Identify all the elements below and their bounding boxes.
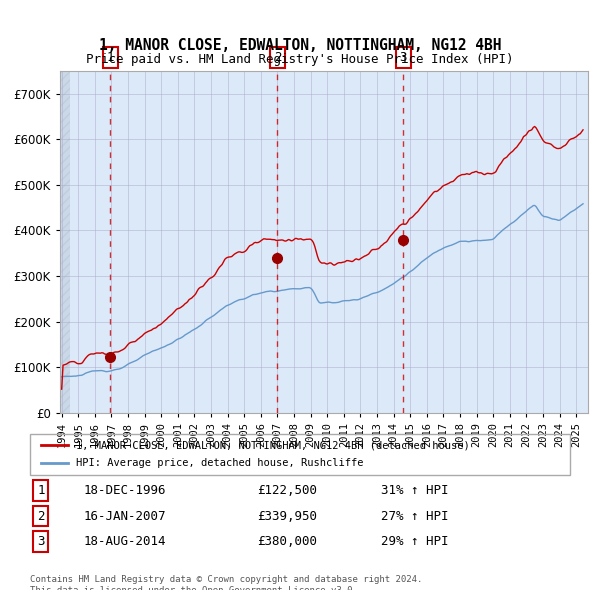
Text: 2: 2: [274, 51, 281, 64]
Bar: [53, 71, 70, 413]
Text: 1: 1: [106, 51, 114, 64]
Text: 18-DEC-1996: 18-DEC-1996: [84, 484, 167, 497]
Text: 18-AUG-2014: 18-AUG-2014: [84, 535, 167, 548]
Text: 1, MANOR CLOSE, EDWALTON, NOTTINGHAM, NG12 4BH: 1, MANOR CLOSE, EDWALTON, NOTTINGHAM, NG…: [99, 38, 501, 53]
Text: Contains HM Land Registry data © Crown copyright and database right 2024.
This d: Contains HM Land Registry data © Crown c…: [30, 575, 422, 590]
Text: 1, MANOR CLOSE, EDWALTON, NOTTINGHAM, NG12 4BH (detached house): 1, MANOR CLOSE, EDWALTON, NOTTINGHAM, NG…: [76, 440, 470, 450]
Text: 27% ↑ HPI: 27% ↑ HPI: [381, 510, 449, 523]
Text: 29% ↑ HPI: 29% ↑ HPI: [381, 535, 449, 548]
Text: £380,000: £380,000: [257, 535, 317, 548]
Text: 3: 3: [400, 51, 407, 64]
Text: 1: 1: [37, 484, 44, 497]
Text: HPI: Average price, detached house, Rushcliffe: HPI: Average price, detached house, Rush…: [76, 458, 364, 468]
Text: 31% ↑ HPI: 31% ↑ HPI: [381, 484, 449, 497]
Text: £339,950: £339,950: [257, 510, 317, 523]
Text: 16-JAN-2007: 16-JAN-2007: [84, 510, 167, 523]
Text: 3: 3: [37, 535, 44, 548]
Text: 2: 2: [37, 510, 44, 523]
Text: £122,500: £122,500: [257, 484, 317, 497]
Text: Price paid vs. HM Land Registry's House Price Index (HPI): Price paid vs. HM Land Registry's House …: [86, 53, 514, 66]
